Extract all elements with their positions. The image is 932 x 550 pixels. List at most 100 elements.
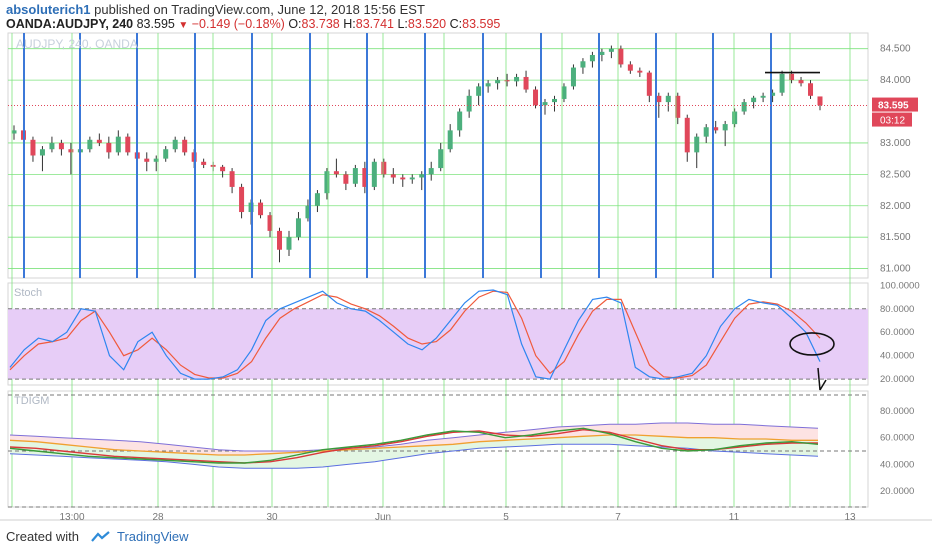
candle <box>466 95 472 112</box>
candle <box>390 174 396 178</box>
candle <box>656 95 662 103</box>
candle <box>172 139 178 150</box>
price-axis-tick: 82.000 <box>880 201 911 212</box>
tdi-axis-tick: 80.0000 <box>880 406 914 417</box>
candle <box>182 139 188 153</box>
stoch-axis-tick: 60.0000 <box>880 327 914 338</box>
candle <box>163 149 169 159</box>
candle <box>523 76 529 90</box>
candle <box>447 130 453 150</box>
candle <box>741 102 747 112</box>
candle <box>324 171 330 194</box>
candle <box>68 149 74 153</box>
tdi-axis-tick: 60.0000 <box>880 433 914 444</box>
candle <box>713 127 719 131</box>
drawn-circle <box>789 332 835 356</box>
candle <box>333 171 339 175</box>
footer: Created with TradingView <box>6 529 189 544</box>
tradingview-brand[interactable]: TradingView <box>116 529 189 544</box>
price-axis-tick: 82.500 <box>880 169 911 180</box>
candle <box>514 76 520 82</box>
username-link[interactable]: absoluterich1 <box>6 2 91 17</box>
countdown-tag <box>872 112 912 127</box>
candle <box>239 186 245 213</box>
ohlc-close: 83.595 <box>462 17 501 31</box>
candle <box>722 124 728 131</box>
stoch-k-line <box>9 289 821 380</box>
candle <box>665 95 671 103</box>
candle <box>153 158 159 162</box>
ohlc-c-label: C: <box>449 17 463 31</box>
candle <box>267 215 273 231</box>
candle <box>11 130 17 134</box>
candle <box>808 83 814 96</box>
countdown-tag-label: 03:12 <box>880 116 905 127</box>
symbol-label: OANDA:AUDJPY, 240 <box>6 17 134 31</box>
down-triangle-icon: ▼ <box>178 20 189 31</box>
stoch-axis-tick: 100.0000 <box>880 280 920 291</box>
tdi-axis-tick: 40.0000 <box>880 459 914 470</box>
price-change: −0.149 (−0.18%) <box>191 17 285 31</box>
candle <box>551 98 557 103</box>
stoch-axis-tick: 40.0000 <box>880 351 914 362</box>
tdi-upper-fill <box>10 423 818 455</box>
candle <box>409 177 415 180</box>
price-axis-tick: 83.000 <box>880 138 911 149</box>
time-axis-tick: 13:00 <box>59 512 84 523</box>
candle <box>779 73 785 93</box>
candle <box>144 158 150 162</box>
candle <box>201 161 207 165</box>
candle <box>381 161 387 175</box>
candle <box>115 136 121 153</box>
stoch-d-line <box>9 290 821 379</box>
candle <box>476 86 482 96</box>
publish-info: absoluterich1 published on TradingView.c… <box>6 2 425 17</box>
candle <box>125 136 131 153</box>
last-price-tag-label: 83.595 <box>878 101 909 112</box>
chart-watermark: AUDJPY, 240, OANDA <box>16 37 138 51</box>
candle <box>703 127 709 137</box>
candle <box>343 174 349 184</box>
ohlc-l-label: L: <box>397 17 408 31</box>
time-axis-tick: 5 <box>503 512 509 523</box>
candle <box>798 80 804 84</box>
candle <box>732 111 738 125</box>
candle <box>295 218 301 238</box>
drawn-arrow <box>817 367 827 391</box>
candle <box>438 149 444 169</box>
price-axis-tick: 84.000 <box>880 75 911 86</box>
candle <box>371 161 377 187</box>
tdi-signal-line <box>9 428 818 464</box>
published-text: published on TradingView.com, June 12, 2… <box>94 2 425 17</box>
ohlc-h-label: H: <box>343 17 356 31</box>
last-price-tag <box>872 97 918 112</box>
time-axis-tick: Jun <box>375 512 391 523</box>
candle <box>400 177 406 180</box>
candle <box>637 70 643 73</box>
candle <box>599 51 605 55</box>
candle <box>96 139 102 143</box>
candle <box>457 111 463 131</box>
candle <box>627 64 633 71</box>
candle <box>362 168 368 187</box>
created-with-text: Created with <box>6 529 79 544</box>
tdi-upper-band <box>9 422 819 452</box>
candle <box>760 95 766 98</box>
candle <box>30 139 36 156</box>
candle <box>533 89 539 106</box>
candle <box>684 117 690 153</box>
ohlc-open: 83.738 <box>301 17 340 31</box>
candle <box>428 168 434 175</box>
candle <box>419 174 425 178</box>
candle <box>58 142 64 150</box>
candle <box>305 205 311 219</box>
candle <box>39 149 45 156</box>
candle <box>495 80 501 84</box>
candle <box>485 83 491 87</box>
tdi-lower-band <box>9 443 819 469</box>
candle <box>258 202 264 216</box>
candle <box>542 102 548 106</box>
candle <box>220 166 226 172</box>
candle <box>504 80 510 82</box>
